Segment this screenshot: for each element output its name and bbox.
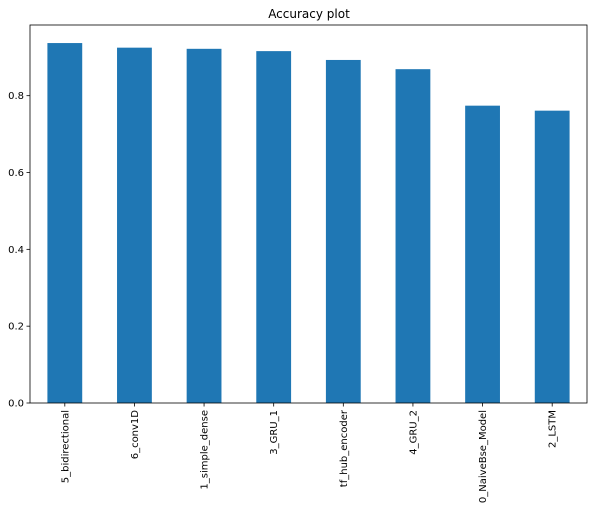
- bars-group: [47, 43, 570, 404]
- bar-1_simple_dense: [186, 48, 222, 403]
- bar-4_GRU_2: [395, 69, 431, 404]
- x-tick-label: 5_bidirectional: [60, 410, 71, 483]
- y-tick-label: 0.6: [8, 168, 24, 179]
- bar-2_LSTM: [534, 110, 570, 403]
- x-tick-label: 3_GRU_1: [269, 410, 280, 455]
- bar-3_GRU_1: [256, 51, 292, 404]
- x-tick-label: tf_hub_encoder: [339, 409, 350, 487]
- bar-6_conv1D: [117, 47, 152, 403]
- x-tick-label: 0_NaiveBse_Model: [478, 410, 489, 503]
- x-axis: 5_bidirectional 6_conv1D 1_simple_dense 3_G…: [60, 403, 559, 503]
- plot-frame: [29, 24, 588, 404]
- y-tick-label: 0.8: [8, 91, 24, 102]
- x-tick-label: 6_conv1D: [130, 410, 141, 460]
- x-tick-label: 1_simple_dense: [200, 410, 211, 490]
- y-axis: 0.0 0.2 0.4 0.6 0.8: [8, 91, 30, 410]
- y-tick-label: 0.0: [8, 399, 24, 410]
- chart-title: Accuracy plot: [268, 7, 350, 21]
- x-tick-label: 2_LSTM: [548, 410, 559, 448]
- y-tick-label: 0.4: [8, 245, 24, 256]
- bar-0_NaiveBse_Model: [465, 105, 500, 404]
- bar-5_bidirectional: [47, 43, 83, 404]
- bar-tf_hub_encoder: [325, 59, 361, 404]
- y-tick-label: 0.2: [8, 322, 24, 333]
- x-tick-label: 4_GRU_2: [408, 410, 419, 455]
